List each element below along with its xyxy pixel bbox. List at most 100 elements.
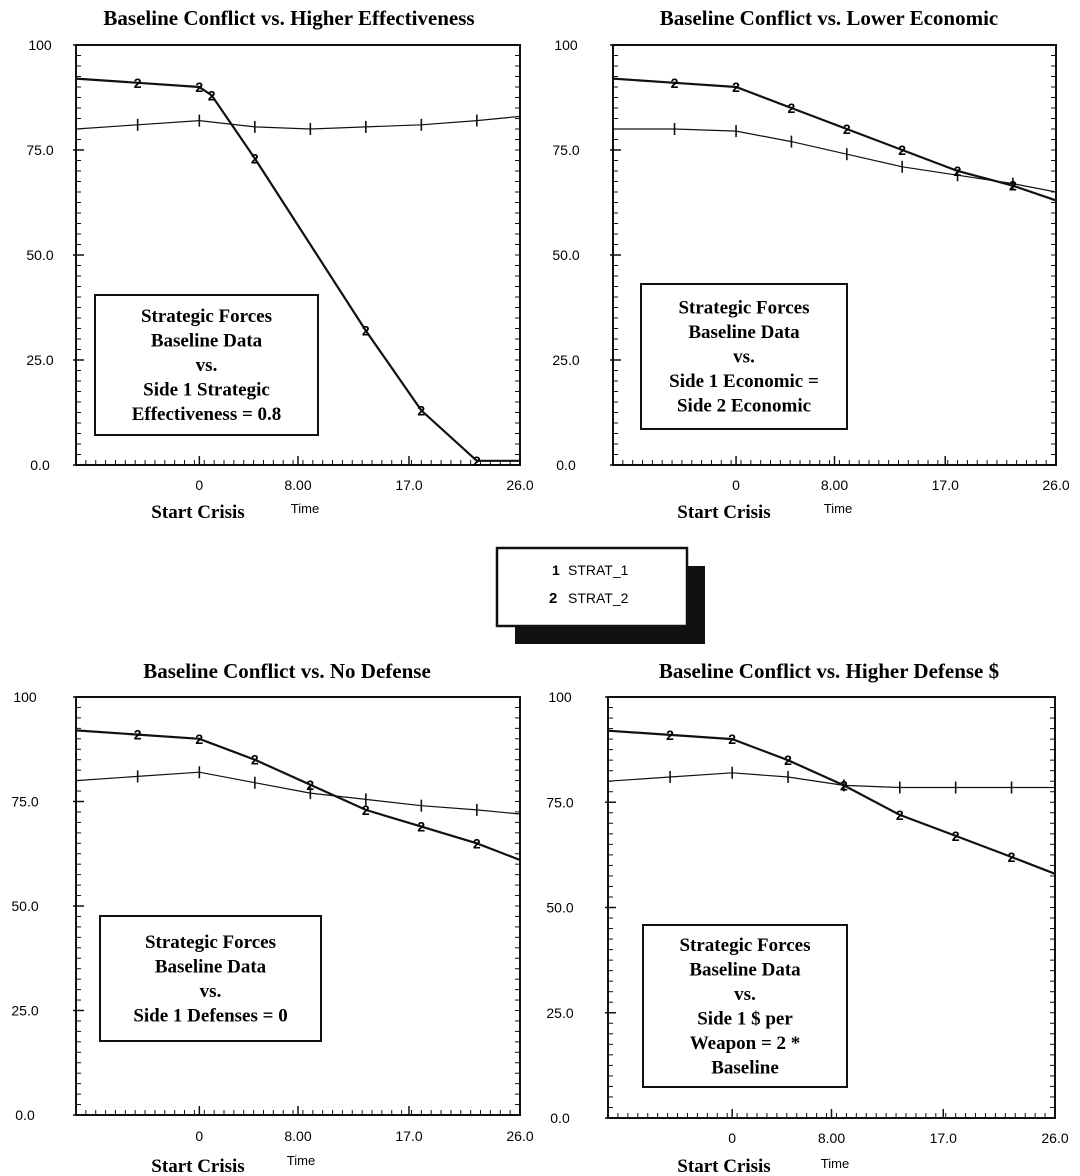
y-tick-label: 100 bbox=[548, 689, 572, 705]
y-tick-label: 50.0 bbox=[552, 247, 579, 263]
x-tick-label: 26.0 bbox=[1042, 477, 1069, 493]
x-caption: Start Crisis bbox=[677, 1156, 770, 1176]
annotation-line: Strategic Forces bbox=[141, 306, 272, 327]
data-point-marker: 2 bbox=[134, 75, 142, 91]
data-point-marker: 2 bbox=[728, 731, 736, 747]
annotation-line: Side 2 Economic bbox=[677, 396, 811, 417]
annotation-box bbox=[640, 283, 848, 430]
data-point-marker: 2 bbox=[134, 727, 142, 743]
chart-panel-lower-economic: Baseline Conflict vs. Lower Economic 0.0 2… bbox=[552, 6, 1069, 523]
chart-title: Baseline Conflict vs. No Defense bbox=[143, 659, 431, 683]
annotation-box bbox=[94, 294, 319, 436]
x-tick-label: 0 bbox=[732, 477, 740, 493]
annotation-line: Strategic Forces bbox=[679, 935, 810, 956]
x-tick-label: 17.0 bbox=[930, 1130, 957, 1146]
data-point-marker: 2 bbox=[666, 727, 674, 743]
series-line-strat-2 bbox=[612, 77, 1057, 202]
chart-title: Baseline Conflict vs. Lower Economic bbox=[660, 6, 999, 30]
data-point-marker: 2 bbox=[208, 87, 216, 103]
y-tick-label: 75.0 bbox=[26, 142, 53, 158]
data-point-marker: 2 bbox=[473, 453, 481, 469]
legend-marker-2: 2 bbox=[549, 590, 557, 607]
annotation-line: Baseline Data bbox=[689, 959, 801, 980]
x-tick-label: 8.00 bbox=[821, 477, 848, 493]
data-point-marker: 2 bbox=[306, 777, 314, 793]
x-axis-label: Time bbox=[287, 1153, 315, 1168]
y-tick-label: 0.0 bbox=[550, 1110, 570, 1126]
series-line-strat-1 bbox=[75, 115, 521, 130]
series-line-strat-2 bbox=[75, 77, 520, 462]
x-tick-label: 26.0 bbox=[506, 477, 533, 493]
minor-ticks bbox=[608, 707, 1055, 1118]
data-point-marker: 2 bbox=[954, 163, 962, 179]
data-point-marker: 2 bbox=[417, 402, 425, 418]
x-tick-label: 0 bbox=[728, 1130, 736, 1146]
annotation-line: Baseline Data bbox=[151, 331, 263, 352]
data-point-marker: 2 bbox=[1009, 178, 1017, 194]
legend-marker-1: 1 bbox=[552, 562, 560, 578]
legend-label-strat-2: STRAT_2 bbox=[568, 590, 629, 606]
series-line-strat-2 bbox=[75, 729, 521, 862]
y-tick-label: 25.0 bbox=[552, 352, 579, 368]
annotation-line: Side 1 Economic = bbox=[669, 371, 819, 392]
annotation-line: Baseline Data bbox=[155, 956, 267, 977]
y-tick-label: 25.0 bbox=[26, 352, 53, 368]
data-point-marker: 2 bbox=[671, 75, 679, 91]
data-point-marker: 2 bbox=[362, 323, 370, 339]
series-strat-1 bbox=[75, 114, 521, 135]
data-point-marker: 2 bbox=[251, 150, 259, 166]
y-tick-label: 25.0 bbox=[546, 1005, 573, 1021]
data-point-marker: 2 bbox=[473, 835, 481, 851]
x-tick-label: 17.0 bbox=[395, 477, 422, 493]
x-caption: Start Crisis bbox=[151, 1156, 244, 1176]
data-point-marker: 2 bbox=[896, 807, 904, 823]
data-point-marker: 2 bbox=[784, 752, 792, 768]
data-point-marker: 2 bbox=[952, 828, 960, 844]
x-tick-label: 26.0 bbox=[506, 1128, 533, 1144]
data-point-marker: 2 bbox=[251, 752, 259, 768]
chart-panel-higher-effectiveness: Baseline Conflict vs. Higher Effectivene… bbox=[26, 6, 533, 523]
annotation-line: vs. bbox=[733, 347, 755, 368]
data-point-marker: 2 bbox=[195, 731, 203, 747]
annotation-line: Side 1 $ per bbox=[697, 1008, 793, 1029]
x-tick-label: 17.0 bbox=[395, 1128, 422, 1144]
chart-title: Baseline Conflict vs. Higher Defense $ bbox=[659, 659, 999, 683]
annotation-line: Strategic Forces bbox=[145, 932, 276, 953]
annotation-line: Strategic Forces bbox=[678, 298, 809, 319]
y-tick-label: 0.0 bbox=[30, 457, 50, 473]
plot-frame bbox=[75, 696, 521, 1116]
annotation-line: Baseline Data bbox=[688, 322, 800, 343]
data-point-marker: 2 bbox=[1008, 849, 1016, 865]
series-strat-1 bbox=[75, 766, 521, 816]
data-point-marker: 2 bbox=[362, 802, 370, 818]
x-axis-label: Time bbox=[291, 501, 319, 516]
x-tick-label: 0 bbox=[195, 477, 203, 493]
series-line-strat-1 bbox=[613, 128, 1057, 193]
annotation-line: vs. bbox=[196, 355, 218, 376]
annotation-box bbox=[642, 924, 848, 1088]
series-strat-1 bbox=[613, 123, 1057, 193]
annotation-line: Side 1 Defenses = 0 bbox=[133, 1005, 287, 1026]
legend: 1 STRAT_1 2 STRAT_2 bbox=[495, 546, 705, 644]
chart-panel-no-defense: Baseline Conflict vs. No Defense 0.0 25.0 5… bbox=[11, 659, 533, 1176]
y-tick-label: 50.0 bbox=[546, 900, 573, 916]
data-point-marker: 2 bbox=[788, 100, 796, 116]
annotation-line: vs. bbox=[734, 984, 756, 1005]
x-caption: Start Crisis bbox=[151, 502, 244, 523]
y-tick-label: 100 bbox=[28, 37, 52, 53]
y-tick-label: 50.0 bbox=[26, 247, 53, 263]
data-point-marker: 2 bbox=[840, 777, 848, 793]
data-point-marker: 2 bbox=[732, 79, 740, 95]
x-caption: Start Crisis bbox=[677, 502, 770, 523]
x-tick-label: 0 bbox=[195, 1128, 203, 1144]
x-tick-label: 8.00 bbox=[284, 1128, 311, 1144]
y-tick-label: 50.0 bbox=[11, 898, 38, 914]
annotation-line: Side 1 Strategic bbox=[143, 380, 270, 401]
y-tick-label: 75.0 bbox=[11, 794, 38, 810]
chart-panel-higher-defense: Baseline Conflict vs. Higher Defense $ 0.… bbox=[546, 659, 1068, 1176]
annotation-line: Effectiveness = 0.8 bbox=[132, 404, 282, 425]
annotation-line: vs. bbox=[200, 981, 222, 1002]
